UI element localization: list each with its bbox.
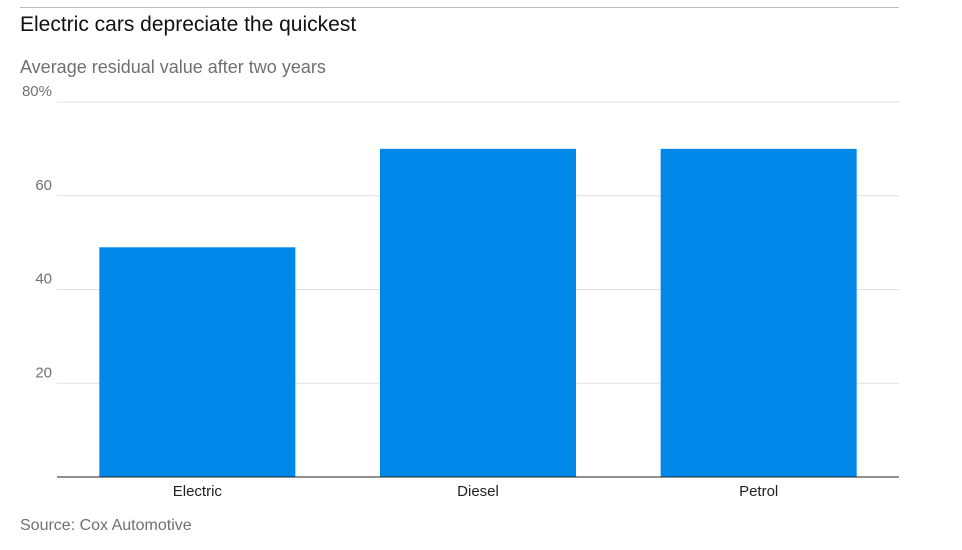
labels: 20 40 60 80% Electric Diesel Petrol <box>22 83 778 500</box>
x-tick-label: Diesel <box>457 483 499 500</box>
bar-chart: 20 40 60 80% Electric Diesel Petrol <box>22 83 899 500</box>
top-rule <box>20 7 899 8</box>
source-note: Source: Cox Automotive <box>20 517 192 534</box>
y-tick-label: 20 <box>35 364 52 381</box>
bar-electric <box>99 247 296 477</box>
bars <box>99 148 857 477</box>
bar-diesel <box>380 148 576 477</box>
chart-title: Electric cars depreciate the quickest <box>20 13 357 36</box>
y-tick-label: 40 <box>35 271 52 288</box>
x-tick-label: Electric <box>173 483 223 500</box>
y-tick-label: 80% <box>22 83 52 100</box>
bar-petrol <box>660 148 857 477</box>
y-tick-label: 60 <box>35 177 52 194</box>
x-tick-label: Petrol <box>739 483 778 500</box>
chart-subtitle: Average residual value after two years <box>20 57 326 77</box>
